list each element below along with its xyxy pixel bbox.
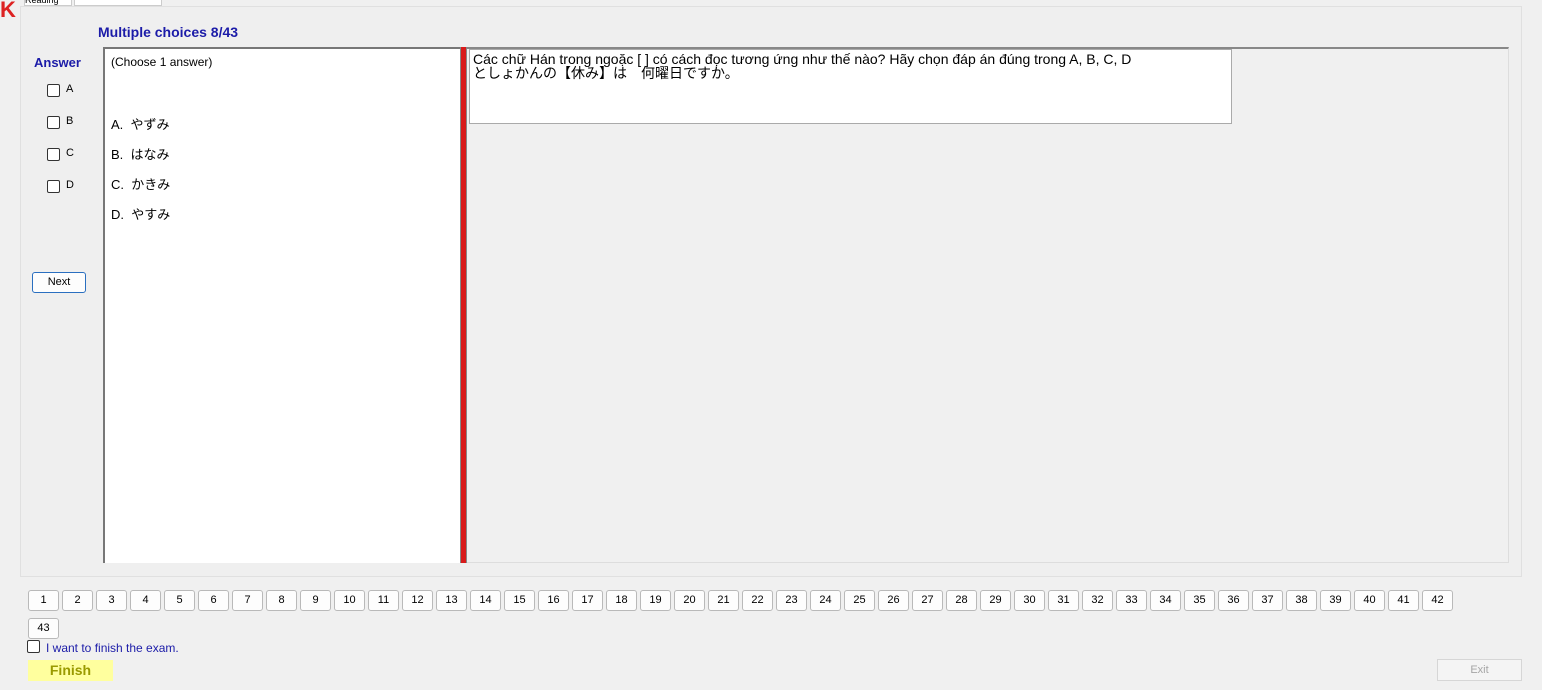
question-number-button[interactable]: 31 bbox=[1048, 590, 1079, 611]
answer-option-label[interactable]: C bbox=[66, 147, 74, 159]
question-number-button[interactable]: 27 bbox=[912, 590, 943, 611]
question-text: としょかんの【休み】は 何曜日ですか。 bbox=[473, 65, 739, 81]
question-number-button[interactable]: 2 bbox=[62, 590, 93, 611]
question-number-button[interactable]: 12 bbox=[402, 590, 433, 611]
question-number-button[interactable]: 28 bbox=[946, 590, 977, 611]
question-number-button[interactable]: 35 bbox=[1184, 590, 1215, 611]
question-number-button[interactable]: 42 bbox=[1422, 590, 1453, 611]
finish-button[interactable]: Finish bbox=[28, 660, 113, 681]
question-number-button[interactable]: 34 bbox=[1150, 590, 1181, 611]
question-number-button[interactable]: 23 bbox=[776, 590, 807, 611]
question-number-button[interactable]: 21 bbox=[708, 590, 739, 611]
answer-option-label[interactable]: A bbox=[66, 83, 74, 95]
question-number-button[interactable]: 22 bbox=[742, 590, 773, 611]
question-number-button[interactable]: 38 bbox=[1286, 590, 1317, 611]
question-number-button[interactable]: 8 bbox=[266, 590, 297, 611]
tab[interactable] bbox=[74, 0, 162, 6]
answer-option-label[interactable]: D bbox=[66, 179, 74, 191]
question-number-button[interactable]: 9 bbox=[300, 590, 331, 611]
question-number-button[interactable]: 39 bbox=[1320, 590, 1351, 611]
answer-option-label[interactable]: B bbox=[66, 115, 74, 127]
exit-button: Exit bbox=[1437, 659, 1522, 681]
question-number-button[interactable]: 41 bbox=[1388, 590, 1419, 611]
choice: B. はなみ bbox=[111, 147, 170, 162]
finish-checkbox-label[interactable]: I want to finish the exam. bbox=[46, 641, 179, 655]
answer-checkbox[interactable] bbox=[47, 180, 60, 193]
question-number-button[interactable]: 25 bbox=[844, 590, 875, 611]
question-number-button[interactable]: 30 bbox=[1014, 590, 1045, 611]
choice: C. かきみ bbox=[111, 177, 171, 192]
instruction: (Choose 1 answer) bbox=[111, 55, 213, 69]
question-number-button[interactable]: 4 bbox=[130, 590, 161, 611]
question-number-button[interactable]: 43 bbox=[28, 618, 59, 639]
question-number-button[interactable]: 17 bbox=[572, 590, 603, 611]
question-number-button[interactable]: 11 bbox=[368, 590, 399, 611]
answer-checkbox[interactable] bbox=[47, 84, 60, 97]
question-number-button[interactable]: 15 bbox=[504, 590, 535, 611]
question-number-button[interactable]: 16 bbox=[538, 590, 569, 611]
question-number-button[interactable]: 5 bbox=[164, 590, 195, 611]
section-title: Multiple choices 8/43 bbox=[98, 24, 239, 40]
logo: K bbox=[0, 0, 16, 22]
choice: D. やすみ bbox=[111, 207, 171, 222]
question-number-button[interactable]: 32 bbox=[1082, 590, 1113, 611]
question-number-button[interactable]: 36 bbox=[1218, 590, 1249, 611]
answer-label: Answer bbox=[34, 55, 81, 70]
question-number-button[interactable]: 1 bbox=[28, 590, 59, 611]
next-button[interactable]: Next bbox=[32, 272, 86, 293]
question-number-button[interactable]: 3 bbox=[96, 590, 127, 611]
question-number-button[interactable]: 7 bbox=[232, 590, 263, 611]
question-number-button[interactable]: 40 bbox=[1354, 590, 1385, 611]
question-number-button[interactable]: 24 bbox=[810, 590, 841, 611]
choice-list bbox=[103, 47, 461, 563]
question-number-button[interactable]: 10 bbox=[334, 590, 365, 611]
question-number-button[interactable]: 29 bbox=[980, 590, 1011, 611]
question-number-button[interactable]: 13 bbox=[436, 590, 467, 611]
question-number-button[interactable]: 18 bbox=[606, 590, 637, 611]
answer-checkbox[interactable] bbox=[47, 148, 60, 161]
tab[interactable]: Reading bbox=[24, 0, 72, 6]
answer-checkbox[interactable] bbox=[47, 116, 60, 129]
question-number-button[interactable]: 19 bbox=[640, 590, 671, 611]
question-number-button[interactable]: 26 bbox=[878, 590, 909, 611]
question-area bbox=[467, 47, 1509, 563]
question-number-button[interactable]: 6 bbox=[198, 590, 229, 611]
finish-checkbox[interactable] bbox=[27, 640, 40, 653]
question-number-button[interactable]: 37 bbox=[1252, 590, 1283, 611]
question-box: Các chữ Hán trong ngoặc [ ] có cách đọc … bbox=[469, 49, 1232, 124]
question-number-button[interactable]: 20 bbox=[674, 590, 705, 611]
question-number-button[interactable]: 14 bbox=[470, 590, 501, 611]
splitter[interactable] bbox=[460, 47, 467, 563]
question-prompt: Các chữ Hán trong ngoặc [ ] có cách đọc … bbox=[473, 51, 1132, 67]
question-number-button[interactable]: 33 bbox=[1116, 590, 1147, 611]
choice: A. やずみ bbox=[111, 117, 170, 132]
